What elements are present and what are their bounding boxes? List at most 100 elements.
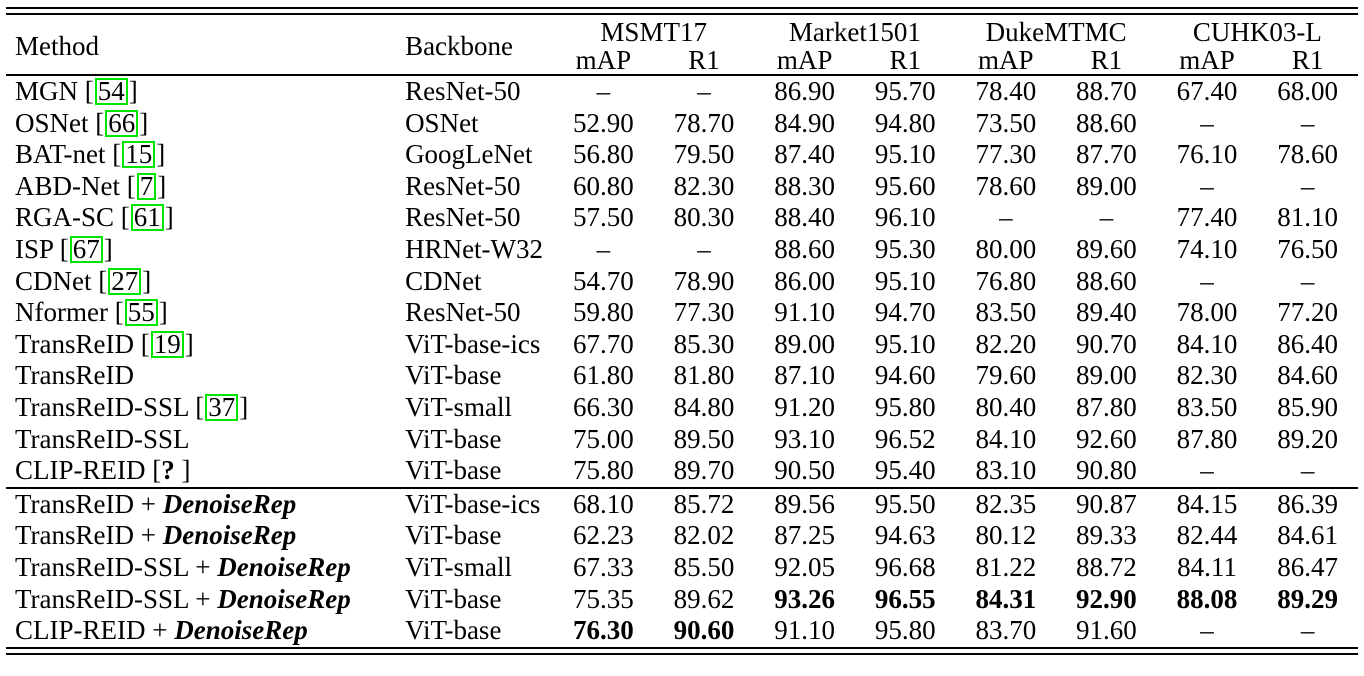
metric-cell: 61.80 [573,360,634,391]
method-name: TransReID-SSL [15,583,189,614]
metric-cell: 90.70 [1076,328,1137,359]
metric-cell: 92.05 [774,551,835,582]
metric-cell: – [697,233,711,264]
citation-link[interactable]: 37 [205,393,239,421]
metric-cell: 81.80 [673,360,735,391]
method-cell: OSNet [66] [15,107,149,138]
metric-cell: 85.90 [1277,391,1339,422]
metric-cell: 78.70 [673,107,735,138]
metric-cell: 91.60 [1076,615,1137,646]
method-cell: TransReID-SSL + DenoiseRep [15,551,351,582]
metric-cell: 76.80 [975,265,1037,296]
top-rule [6,7,1358,15]
metric-cell: 89.62 [673,583,735,614]
metric-cell: 54.70 [573,265,634,296]
metric-cell: 79.50 [673,139,735,170]
metric-cell: 62.23 [573,520,634,551]
method-name: MGN [15,76,79,106]
metric-cell: 95.60 [874,170,936,201]
bottom-rule [6,646,1358,655]
metric-cell: 77.30 [975,139,1037,170]
table-body-baselines: MGN [54] ResNet-50 – – 86.90 95.70 78.40 88.70 6… [6,75,1358,488]
citation-link[interactable]: 7 [136,172,157,200]
col-header-method: Method [15,31,99,61]
metric-cell: 89.70 [673,455,735,486]
metric-cell: – [596,233,611,264]
table-row: TransReID-SSL + DenoiseRep ViT-base 75.35 8… [6,584,1358,616]
metric-cell: – [1200,455,1214,486]
metric-cell: 77.30 [673,297,735,328]
metric-cell: 76.10 [1176,139,1238,170]
metric-cell: 84.61 [1277,520,1339,551]
table-row: OSNet [66] OSNet 52.90 78.70 84.90 94.80 73.50… [6,108,1358,140]
backbone-cell: ViT-base-ics [405,328,541,359]
backbone-cell: ViT-base [405,520,502,551]
citation-link[interactable]: 15 [122,141,156,169]
backbone-cell: GoogLeNet [405,139,533,170]
metric-cell: 88.60 [1076,265,1137,296]
metric-cell: 78.60 [975,170,1037,201]
metric-cell: 67.33 [573,551,634,582]
metric-cell: 80.00 [975,233,1037,264]
table-row: RGA-SC [61] ResNet-50 57.50 80.30 88.40 96.10… [6,202,1358,234]
metric-cell: 83.70 [975,615,1037,646]
table-row: TransReID-SSL ViT-base 75.00 89.50 93.10 96.5… [6,424,1358,456]
metric-cell: – [1200,265,1214,296]
metric-cell: 73.50 [975,107,1037,138]
metric-cell: 94.60 [874,360,936,391]
metric-cell: 67.70 [573,328,634,359]
citation-link[interactable]: 54 [94,78,128,105]
metric-cell: 95.10 [874,328,936,359]
table-row: TransReID-SSL [37] ViT-small 66.30 84.80 91.… [6,392,1358,424]
metric-cell: 84.10 [1176,328,1238,359]
subheader-r1: R1 [1090,45,1123,75]
metric-cell: 82.30 [1176,360,1238,391]
table-row: ISP [67] HRNet-W32 – – 88.60 95.30 80.00 89.60 7… [6,234,1358,266]
metric-cell: 84.80 [673,391,735,422]
backbone-cell: ViT-base [405,615,502,646]
method-name: BAT-net [15,139,106,170]
metric-cell: 76.30 [573,615,634,646]
backbone-cell: ViT-base [405,455,502,486]
citation-link[interactable]: 19 [150,330,184,358]
metric-cell: 80.12 [975,520,1037,551]
citation-link[interactable]: 61 [130,204,164,232]
denoiserep-label: DenoiseRep [217,583,351,614]
metric-cell: 88.60 [774,233,835,264]
metric-cell: 92.60 [1076,423,1137,454]
citation-link[interactable]: 27 [108,267,142,295]
subheader-map: mAP [776,45,833,75]
metric-cell: 75.00 [573,423,634,454]
table-row: TransReID ViT-base 61.80 81.80 87.10 94.60 79.… [6,360,1358,392]
metric-cell: 85.30 [673,328,735,359]
metric-cell: – [596,76,611,106]
metric-cell: 82.02 [673,520,735,551]
method-cell: TransReID [6,360,391,392]
metric-cell: 96.10 [874,202,936,233]
metric-cell: 94.80 [874,107,936,138]
backbone-cell: CDNet [405,265,482,296]
citation-link[interactable]: 67 [69,235,103,263]
backbone-cell: ViT-small [405,391,512,422]
metric-cell: – [1300,170,1315,201]
metric-cell: – [697,76,711,106]
table-row: TransReID + DenoiseRep ViT-base 62.23 82.02… [6,520,1358,552]
metric-cell: 89.40 [1076,297,1137,328]
col-header-backbone: Backbone [405,31,514,61]
method-cell: ABD-Net [7] [15,170,167,201]
metric-cell: 74.10 [1176,233,1238,264]
metric-cell: 95.30 [874,233,936,264]
metric-cell: 79.60 [975,360,1037,391]
backbone-cell: ViT-base [405,423,502,454]
method-cell: RGA-SC [61] [15,202,174,233]
citation-link[interactable]: 66 [105,109,139,137]
method-cell: TransReID-SSL [6,424,391,456]
group-header-market1501: Market1501 [788,17,921,47]
metric-cell: 78.40 [975,76,1037,106]
metric-cell: – [1300,455,1315,486]
method-cell: MGN [54] [15,76,138,106]
metric-cell: – [1200,107,1214,138]
method-name: ABD-Net [15,170,120,201]
citation-link[interactable]: 55 [124,299,158,327]
table-row: TransReID [19] ViT-base-ics 67.70 85.30 89.0… [6,329,1358,361]
